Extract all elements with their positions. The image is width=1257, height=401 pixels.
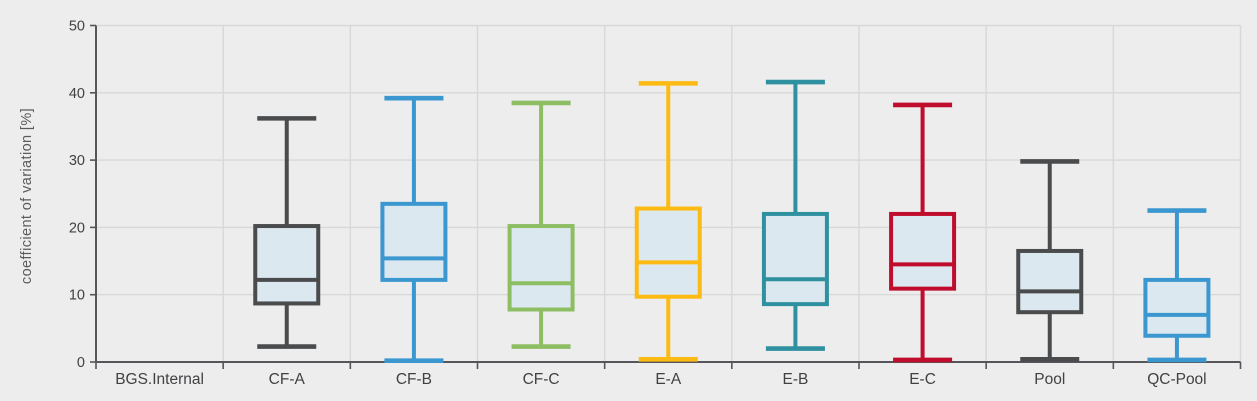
- boxplot-CF-B: [380, 95, 448, 363]
- x-category-label: Pool: [1034, 371, 1065, 388]
- boxplot-CF-C: [507, 100, 575, 349]
- x-category-label: QC-Pool: [1147, 371, 1206, 388]
- iqr-box: [253, 224, 321, 306]
- boxplot-E-C: [889, 102, 957, 363]
- boxplot-QC-Pool: [1143, 208, 1211, 363]
- iqr-box: [1143, 277, 1211, 338]
- iqr-box: [507, 224, 575, 312]
- y-tick-label: 0: [77, 355, 85, 371]
- iqr-box: [889, 211, 957, 291]
- y-tick-label: 30: [69, 153, 85, 169]
- y-tick-label: 20: [69, 220, 85, 236]
- y-tick-label: 10: [69, 288, 85, 304]
- x-category-label: E-B: [782, 371, 808, 388]
- x-category-label: CF-A: [269, 371, 306, 388]
- y-tick-label: 40: [69, 86, 85, 102]
- iqr-box: [1016, 248, 1084, 315]
- x-category-label: BGS.Internal: [115, 371, 204, 388]
- boxplot-Pool: [1016, 159, 1084, 362]
- boxplot-E-A: [634, 81, 702, 362]
- x-category-label: CF-B: [396, 371, 432, 388]
- y-tick-label: 50: [69, 19, 85, 35]
- x-category-label: CF-C: [523, 371, 560, 388]
- iqr-box: [380, 201, 448, 282]
- iqr-box: [761, 211, 829, 307]
- boxplot-E-B: [761, 79, 829, 351]
- iqr-box: [634, 206, 702, 299]
- boxplot-CF-A: [253, 116, 321, 349]
- x-category-label: E-A: [655, 371, 682, 388]
- y-axis-label: coefficient of variation [%]: [19, 107, 35, 285]
- x-category-label: E-C: [909, 371, 936, 388]
